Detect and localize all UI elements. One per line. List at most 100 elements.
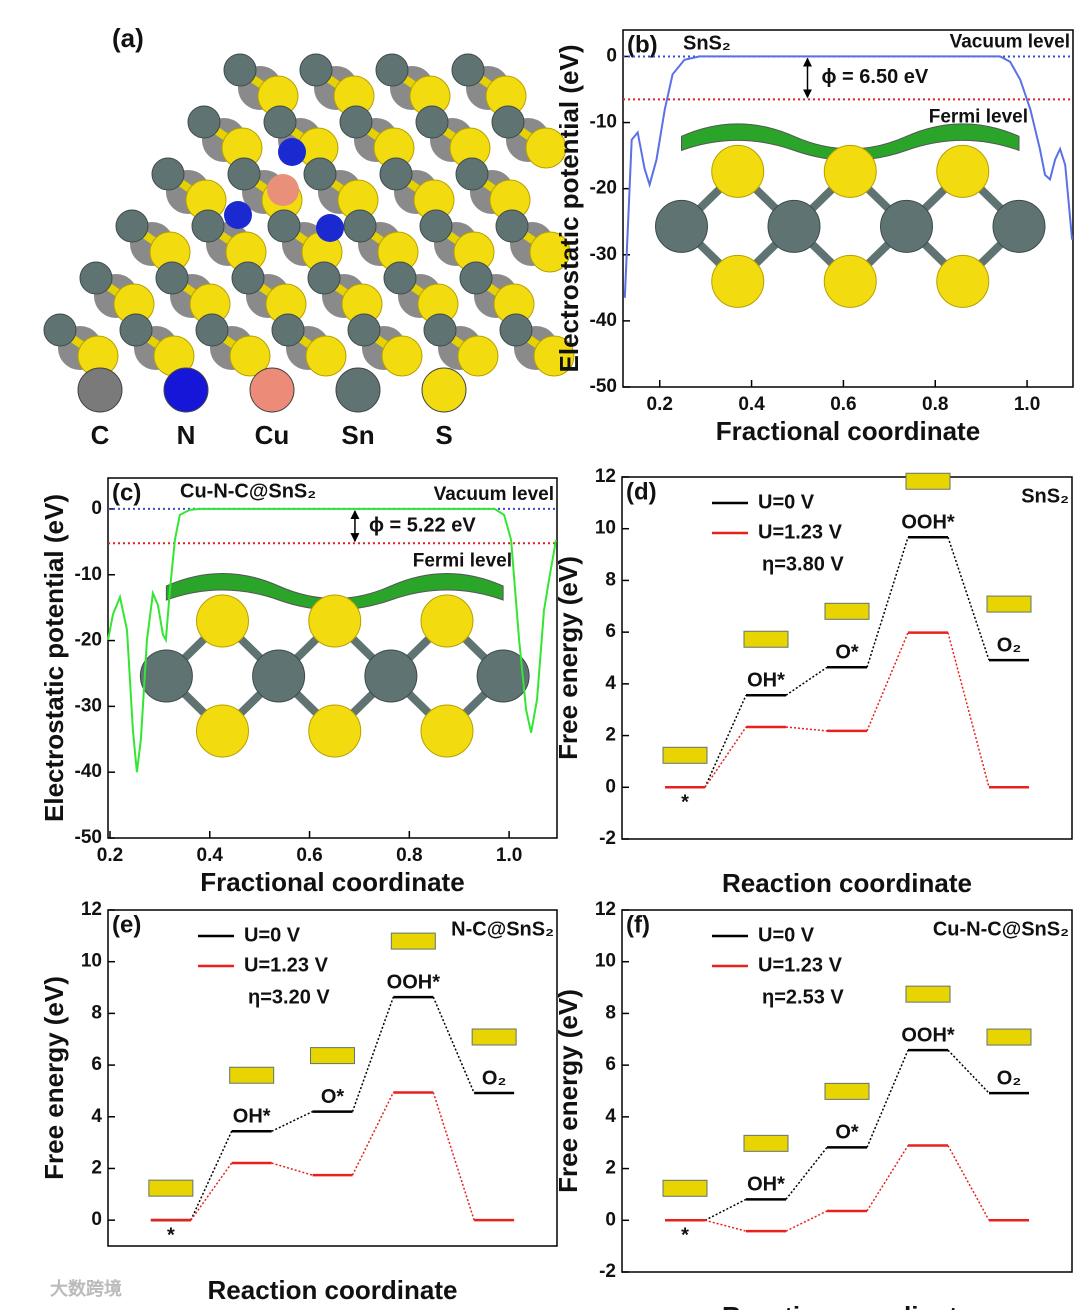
legend-label: N [177,420,196,450]
panel-label: (e) [112,911,141,938]
y-tick-label: 4 [91,1106,102,1127]
level-label: Vacuum level [950,31,1070,52]
y-axis-label: Free energy (eV) [39,976,69,1180]
y-tick-label: -10 [75,564,102,585]
atom-sn [231,261,265,295]
x-tick-label: 1.0 [1014,394,1040,415]
atom-sn [155,261,189,295]
plot-frame [621,909,1073,1273]
atom-sn [227,157,261,191]
connector [704,1219,747,1232]
plot-frame [621,476,1073,840]
atom-sn [383,261,417,295]
slab-inset [310,1047,355,1065]
legend-atom [163,367,209,413]
y-tick-label: 10 [595,518,616,539]
slab-inset [148,1179,194,1197]
legend-label: U=1.23 V [758,954,843,976]
slab-inset [824,602,870,620]
slab-inset [662,746,708,764]
connector [785,1146,828,1200]
legend-atom [77,367,123,413]
atom-s [381,335,423,377]
y-tick-label: 10 [81,951,102,972]
legend-label: U=1.23 V [244,954,329,976]
connector [866,537,909,668]
y-tick-label: -50 [590,376,617,397]
atom-s [308,594,362,648]
y-tick-label: 0 [91,1209,102,1230]
y-tick-label: -2 [599,1261,616,1282]
connector [947,537,990,661]
slab-inset [390,932,436,950]
x-tick-label: 0.4 [197,845,224,866]
atom-s [711,144,765,198]
x-tick-label: 0.2 [97,845,123,866]
connector [704,726,747,788]
chart-title: Cu-N-C@SnS₂ [180,480,316,502]
atom-s [823,144,877,198]
atom-sn [339,105,373,139]
y-tick-label: 2 [605,725,616,746]
chart-title: SnS₂ [1021,485,1069,507]
structure-a [43,53,575,377]
slab-inset [986,1028,1032,1046]
atom-n [224,201,252,229]
connector [785,726,828,732]
atom-s [823,254,877,308]
y-tick-label: 10 [595,951,616,972]
atom-s [711,254,765,308]
slab-inset [905,985,951,1003]
connector [947,1049,990,1094]
y-axis-label: Free energy (eV) [553,989,583,1193]
y-tick-label: 0 [91,498,102,519]
state-label: OH* [233,1106,271,1128]
legend-atom [335,367,381,413]
chart-title: N-C@SnS₂ [451,918,554,940]
atom-sn [379,157,413,191]
connector [866,1049,909,1148]
annotation: ϕ = 6.50 eV [822,66,929,88]
atom-sn [115,209,149,243]
panel-label: (b) [627,31,658,58]
slab-inset [743,1134,789,1152]
slab-inset [986,595,1032,613]
atom-sn [303,157,337,191]
state-label: * [681,792,689,814]
y-tick-label: -10 [590,112,617,133]
atom-sn [495,209,529,243]
atom-n [316,214,344,242]
structure-inset [655,123,1046,308]
chart-title: Cu-N-C@SnS₂ [933,918,1069,940]
annotation: η=3.80 V [762,553,844,575]
y-tick-label: -20 [75,630,102,651]
atom-sn [299,53,333,87]
atom-s [936,144,990,198]
charge-density [165,573,504,611]
atom-s [195,704,249,758]
x-axis-label: Reaction coordinate [722,1301,972,1310]
atom-sn [415,105,449,139]
atom-sn [767,199,821,253]
atom-sn [119,313,153,347]
state-label: OOH* [387,971,441,993]
panel-label: (d) [626,478,657,505]
atom-sn [271,313,305,347]
atom-sn [451,53,485,87]
atom-sn [343,209,377,243]
slab-inset [905,472,951,490]
x-axis-label: Fractional coordinate [716,416,980,446]
atom-s [936,254,990,308]
y-tick-label: -20 [590,178,617,199]
x-tick-label: 1.0 [496,845,522,866]
state-label: OOH* [901,512,955,534]
y-axis-label: Free energy (eV) [553,556,583,760]
y-tick-label: 2 [91,1157,102,1178]
atom-cu [267,174,299,206]
state-label: * [167,1224,175,1246]
state-label: OH* [747,670,785,692]
y-tick-label: -40 [75,761,102,782]
potential-line [623,55,1074,298]
connector [271,1162,313,1176]
atom-sn [151,157,185,191]
